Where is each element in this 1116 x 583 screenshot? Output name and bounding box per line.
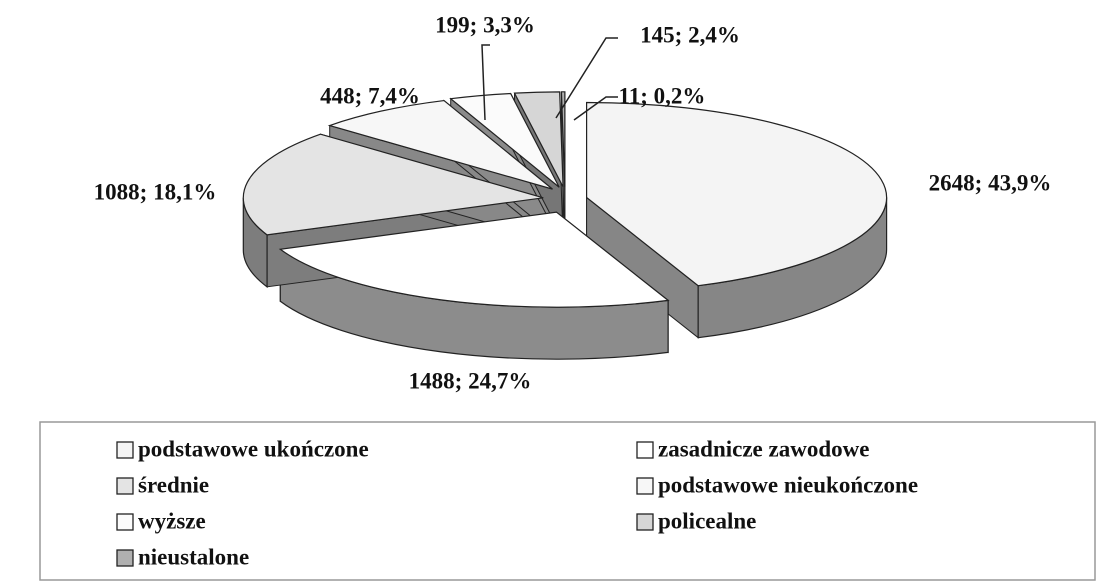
pie-slice: [586, 101, 888, 287]
legend-label: policealne: [658, 508, 756, 533]
legend-swatch: [636, 513, 654, 531]
legend-swatch: [636, 477, 654, 495]
legend-label: średnie: [138, 472, 209, 497]
data-label: 1488; 24,7%: [409, 368, 532, 393]
legend-swatch: [116, 549, 134, 567]
pie-slice: [327, 99, 553, 190]
legend-swatch: [116, 477, 134, 495]
legend-label: podstawowe nieukończone: [658, 472, 918, 497]
pie-slice: [278, 211, 670, 308]
legend-label: wyższe: [138, 508, 206, 533]
data-label: 2648; 43,9%: [929, 170, 1052, 195]
legend-label: zasadnicze zawodowe: [658, 436, 869, 461]
data-label: 1088; 18,1%: [94, 179, 217, 204]
legend-swatch: [116, 513, 134, 531]
data-label: 199; 3,3%: [435, 12, 535, 37]
pie-slice: [560, 91, 566, 187]
legend-label: podstawowe ukończone: [138, 436, 369, 461]
leader-line: [481, 44, 490, 121]
legend-swatch: [116, 441, 134, 459]
data-label: 145; 2,4%: [640, 22, 740, 47]
legend-swatch: [636, 441, 654, 459]
pie-slice: [449, 92, 560, 188]
leader-line: [573, 96, 618, 121]
data-label: 11; 0,2%: [619, 83, 706, 108]
legend-box: [39, 421, 1096, 581]
pie-slice: [242, 133, 544, 236]
legend-label: nieustalone: [138, 544, 249, 569]
pie-slice: [513, 91, 564, 188]
data-label: 448; 7,4%: [320, 83, 420, 108]
pie-tops: [242, 91, 888, 308]
leader-line: [555, 37, 618, 119]
